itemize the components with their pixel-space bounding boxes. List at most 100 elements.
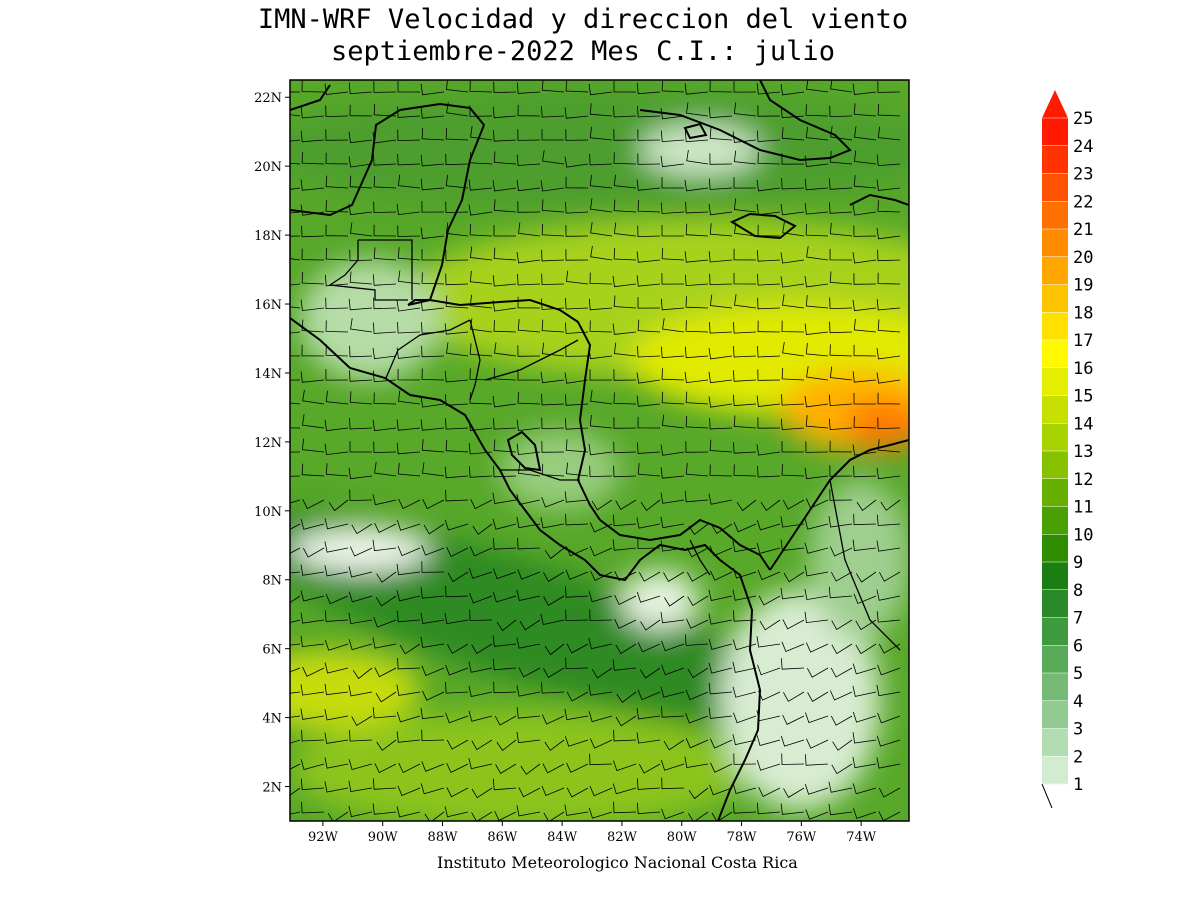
wind-barb (469, 466, 493, 478)
wind-barb (493, 225, 516, 237)
wind-barb (614, 571, 637, 582)
wind-barb (828, 781, 853, 793)
wind-barb (493, 465, 517, 478)
wind-barb (565, 297, 589, 310)
wind-barb (421, 127, 445, 141)
wind-barb (397, 368, 421, 381)
wind-barb (589, 414, 613, 429)
wind-barb (733, 610, 757, 622)
wind-barb (445, 439, 469, 453)
colorbar-min-barb (1041, 783, 1053, 809)
wind-barb (445, 664, 469, 676)
wind-barb (688, 811, 709, 821)
wind-barb (637, 105, 661, 118)
wind-barb (397, 174, 421, 189)
wind-barb (756, 519, 781, 531)
wind-barb (301, 80, 325, 93)
wind-barb (612, 275, 637, 288)
lon-tick-label: 74W (846, 830, 877, 845)
wind-barb (444, 466, 469, 479)
wind-barb (733, 345, 757, 358)
wind-barb (324, 757, 349, 769)
wind-barb (637, 200, 661, 213)
wind-barb (853, 344, 877, 357)
wind-barb (684, 180, 709, 192)
wind-barb (565, 418, 589, 430)
wind-barb (852, 204, 877, 216)
wind-barb (376, 571, 397, 583)
wind-barb (396, 711, 421, 723)
wind-barb (300, 708, 325, 720)
latitude-axis: 22N 20N 18N 16N 14N 12N 10N 8N 6N 4N 2N (254, 91, 290, 796)
wind-barb (565, 513, 589, 526)
wind-barb (876, 735, 901, 747)
wind-barb (782, 342, 805, 357)
wind-barb (470, 318, 493, 333)
colorbar-swatch (1042, 562, 1068, 591)
wind-barb (348, 131, 373, 144)
wind-barb (496, 619, 517, 632)
wind-barb (780, 516, 805, 528)
wind-barb (469, 246, 493, 261)
colorbar-label: 11 (1073, 498, 1093, 518)
colorbar-label: 14 (1073, 414, 1093, 434)
wind-barb (589, 174, 613, 189)
wind-barb (420, 419, 445, 431)
wind-barb (290, 379, 301, 381)
wind-barb (615, 643, 637, 655)
wind-barb (420, 636, 445, 648)
wind-barb (543, 667, 565, 678)
wind-barb (349, 175, 373, 189)
wind-barb (613, 801, 637, 814)
wind-barb (829, 465, 853, 477)
wind-barb (661, 273, 685, 285)
wind-barb (349, 249, 373, 262)
wind-barb (372, 132, 397, 144)
wind-barb (565, 345, 589, 357)
wind-barb (301, 225, 325, 238)
wind-barb (420, 396, 445, 408)
wind-barb (290, 306, 301, 309)
wind-barb (661, 414, 685, 429)
wind-barb (615, 499, 637, 511)
wind-barb (613, 222, 637, 237)
wind-barb (396, 419, 421, 431)
wind-barb (590, 245, 613, 261)
lon-tick-label: 90W (368, 830, 399, 845)
wind-barb (804, 323, 829, 335)
wind-barb (516, 516, 541, 529)
wind-barb (422, 690, 445, 701)
wind-barb (588, 638, 613, 650)
wind-barb (469, 392, 493, 405)
colorbar-swatch (1042, 173, 1068, 202)
wind-barb (471, 811, 493, 821)
lat-tick-label: 8N (262, 574, 282, 589)
wind-barb (733, 322, 757, 334)
wind-barb (876, 179, 901, 191)
wind-barb (565, 609, 589, 622)
colorbar-swatch (1042, 340, 1068, 369)
wind-barb (734, 294, 757, 309)
wind-barb (471, 739, 493, 751)
wind-barb (829, 178, 853, 190)
wind-barb (302, 414, 325, 429)
wind-barb (301, 248, 325, 261)
longitude-axis: 92W 90W 88W 86W 84W 82W 80W 78W 76W 74W (308, 821, 877, 845)
wind-barb (660, 444, 685, 456)
colorbar-swatch (1042, 118, 1068, 147)
wind-barb (877, 126, 901, 141)
wind-barb (494, 715, 517, 726)
wind-barb (781, 641, 805, 653)
wind-barb (399, 643, 421, 655)
wind-barb (637, 345, 661, 358)
wind-barb (853, 318, 877, 333)
colorbar-label: 17 (1073, 331, 1093, 351)
wind-barb (708, 251, 733, 263)
wind-barb (686, 571, 709, 582)
wind-barb (708, 707, 733, 719)
wind-barb (805, 126, 829, 141)
wind-barb (661, 706, 685, 718)
wind-barb (444, 612, 469, 625)
wind-barb (348, 639, 373, 651)
wind-barb (421, 249, 444, 261)
